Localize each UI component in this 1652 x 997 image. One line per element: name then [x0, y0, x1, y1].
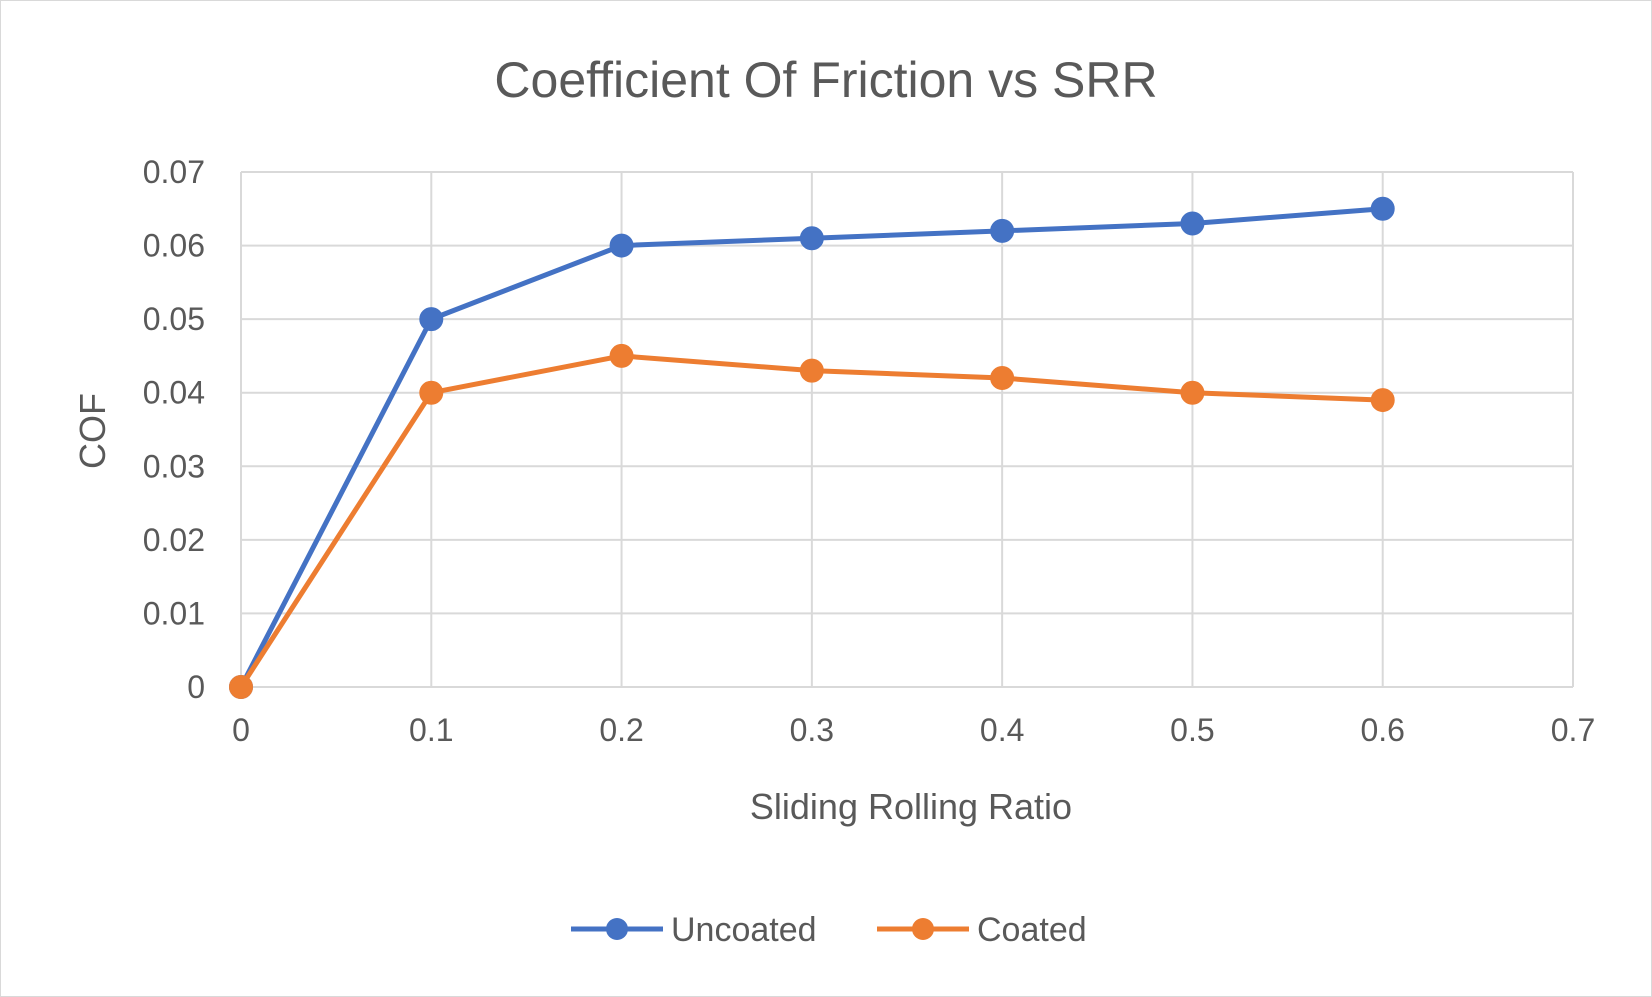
- coated-data-point: [799, 358, 824, 383]
- coated-data-point: [990, 366, 1015, 390]
- uncoated-data-point: [1180, 211, 1205, 236]
- x-tick-label: 0.4: [980, 712, 1024, 748]
- x-axis-title: Sliding Rolling Ratio: [750, 786, 1072, 827]
- coated-data-point: [609, 343, 634, 368]
- coated-legend-marker: [912, 918, 934, 940]
- coated-data-point: [229, 675, 253, 699]
- grid-lines: [240, 171, 1574, 688]
- y-tick-label: 0.06: [143, 228, 205, 264]
- coated-legend-label: Coated: [977, 911, 1087, 949]
- y-axis-title: COF: [72, 393, 113, 469]
- x-tick-label: 0.1: [409, 712, 453, 748]
- y-tick-label: 0: [187, 669, 205, 705]
- uncoated-legend-marker: [606, 918, 628, 940]
- uncoated-data-point: [419, 307, 444, 332]
- x-tick-label: 0: [232, 712, 250, 748]
- uncoated-data-point: [990, 218, 1015, 243]
- x-tick-label: 0.2: [599, 712, 643, 748]
- axis-ticks: 0 0.01 0.02 0.03 0.04 0.05 0.06 0.07 0 0.1 0.2 0.3 0…: [143, 154, 1596, 748]
- x-tick-label: 0.5: [1170, 712, 1214, 748]
- coated-data-point: [1180, 380, 1205, 405]
- series-layer: [229, 196, 1395, 699]
- x-tick-label: 0.6: [1360, 712, 1404, 748]
- y-tick-label: 0.01: [143, 595, 205, 631]
- uncoated-data-point: [799, 226, 824, 251]
- y-tick-label: 0.03: [143, 448, 205, 484]
- chart-title: Coefficient Of Friction vs SRR: [494, 52, 1157, 108]
- y-tick-label: 0.05: [143, 301, 205, 337]
- y-tick-label: 0.04: [143, 375, 205, 411]
- legend: Uncoated Coated: [571, 911, 1087, 949]
- x-tick-label: 0.7: [1551, 712, 1595, 748]
- uncoated-legend-label: Uncoated: [671, 911, 817, 949]
- coated-data-point: [419, 380, 444, 405]
- uncoated-data-point: [609, 233, 634, 258]
- uncoated-data-point: [1370, 196, 1395, 221]
- y-tick-label: 0.02: [143, 522, 205, 558]
- x-tick-label: 0.3: [790, 712, 834, 748]
- coated-data-point: [1370, 388, 1395, 413]
- y-tick-label: 0.07: [143, 154, 205, 190]
